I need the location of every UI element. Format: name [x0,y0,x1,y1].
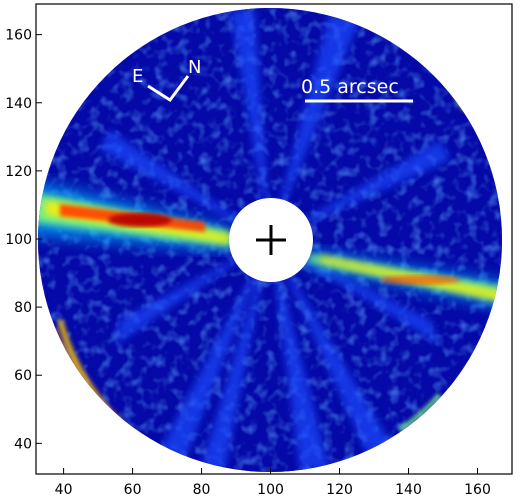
x-tick-label: 40 [55,482,73,498]
compass-east-label: E [132,66,143,87]
x-axis: 40 60 80 100 120 140 160 [55,468,491,498]
y-tick-label: 160 [5,28,32,44]
y-tick-label: 60 [14,368,32,384]
y-tick-label: 80 [14,300,32,316]
y-tick-label: 100 [5,232,32,248]
x-tick-label: 80 [193,482,211,498]
center-marker [256,225,286,255]
x-tick-label: 140 [395,482,422,498]
x-tick-label: 100 [257,482,284,498]
x-tick-label: 160 [464,482,491,498]
y-axis: 160 140 120 100 80 60 40 [5,28,42,452]
disk-right-ansa [305,250,502,310]
disk-left-ansa [38,180,232,250]
y-tick-label: 120 [5,164,32,180]
y-tick-label: 140 [5,96,32,112]
y-tick-label: 40 [14,436,32,452]
compass-north-label: N [188,57,201,78]
x-tick-label: 120 [326,482,353,498]
x-tick-label: 60 [124,482,142,498]
compass-rose [147,75,190,103]
scale-bar-label: 0.5 arcsec [301,76,399,98]
plot-area: E N 0.5 arcsec [36,4,512,474]
